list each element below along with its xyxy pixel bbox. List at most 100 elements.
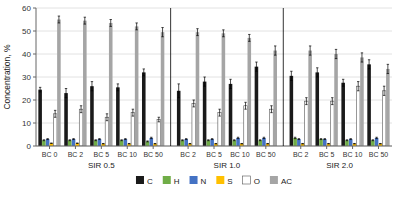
grid-line — [36, 54, 392, 55]
x-tick — [300, 146, 301, 149]
error-line — [384, 86, 385, 95]
bar — [293, 138, 297, 146]
bar — [345, 140, 349, 146]
bar — [229, 84, 233, 146]
error-cap — [54, 117, 56, 118]
legend-swatch — [190, 176, 198, 184]
error-line — [380, 143, 381, 144]
error-line — [99, 138, 100, 140]
bar — [38, 90, 42, 146]
error-bar — [143, 69, 145, 76]
error-cap — [50, 143, 52, 144]
error-line — [343, 79, 344, 86]
error-bar — [218, 109, 220, 116]
error-line — [260, 139, 261, 141]
error-bar — [298, 138, 300, 140]
error-bar — [43, 139, 45, 141]
error-cap — [185, 139, 187, 140]
error-cap — [207, 140, 209, 141]
bar — [367, 64, 371, 146]
error-bar — [387, 64, 389, 73]
error-bar — [379, 143, 381, 144]
bar — [273, 51, 277, 146]
error-bar — [181, 139, 183, 141]
bar — [109, 23, 113, 146]
error-line — [238, 137, 239, 138]
y-axis-line — [36, 8, 37, 146]
bars — [38, 16, 389, 146]
legend-swatch — [270, 176, 278, 184]
error-line — [317, 68, 318, 77]
error-bar — [80, 106, 82, 113]
grid-line — [36, 77, 392, 78]
error-cap — [263, 137, 265, 138]
error-bar — [237, 137, 239, 138]
error-bar — [244, 102, 246, 109]
y-axis: 0102030405060 — [22, 4, 392, 151]
error-cap — [58, 22, 60, 23]
bar — [142, 72, 146, 146]
x-tick-label: BC 2 — [68, 151, 84, 158]
error-bar — [309, 46, 311, 55]
bar — [290, 76, 294, 146]
error-cap — [43, 139, 45, 140]
grid-line — [36, 100, 392, 101]
error-cap — [248, 34, 250, 35]
error-line — [219, 109, 220, 116]
error-bar — [327, 143, 329, 144]
bar — [248, 38, 252, 146]
error-bar — [54, 110, 56, 117]
legend-swatch — [216, 176, 224, 184]
error-cap — [54, 110, 56, 111]
error-bar — [98, 138, 100, 140]
error-bar — [110, 20, 112, 27]
error-cap — [39, 91, 41, 92]
bar — [222, 33, 226, 146]
section-label: SIR 0.5 — [88, 161, 115, 170]
error-line — [310, 46, 311, 55]
y-tick-label: 20 — [22, 96, 31, 105]
error-line — [121, 139, 122, 141]
error-line — [110, 20, 111, 27]
error-line — [245, 102, 246, 109]
error-bar — [69, 139, 71, 141]
bar — [146, 141, 150, 146]
bar — [349, 139, 353, 146]
error-line — [91, 82, 92, 91]
bar — [94, 140, 98, 146]
error-cap — [270, 105, 272, 106]
error-cap — [237, 138, 239, 139]
error-line — [306, 98, 307, 105]
error-cap — [72, 138, 74, 139]
error-cap — [91, 81, 93, 82]
error-bar — [270, 106, 272, 113]
bar — [46, 139, 50, 146]
bar — [255, 67, 259, 146]
error-cap — [383, 86, 385, 87]
error-bar — [294, 137, 296, 138]
error-cap — [274, 55, 276, 56]
error-line — [77, 143, 78, 144]
error-cap — [143, 68, 145, 69]
error-cap — [335, 49, 337, 50]
bar — [150, 138, 154, 146]
error-line — [197, 29, 198, 36]
error-cap — [305, 104, 307, 105]
error-cap — [132, 116, 134, 117]
error-line — [162, 28, 163, 37]
bar — [196, 32, 200, 146]
error-cap — [320, 139, 322, 140]
error-bar — [233, 139, 235, 141]
error-cap — [193, 100, 195, 101]
error-cap — [298, 138, 300, 139]
error-line — [354, 143, 355, 144]
bar — [386, 69, 390, 146]
error-cap — [222, 29, 224, 30]
error-line — [361, 53, 362, 62]
x-tick — [153, 146, 154, 149]
error-cap — [143, 75, 145, 76]
error-cap — [154, 143, 156, 144]
bar — [192, 103, 196, 146]
legend-swatch — [163, 176, 171, 184]
error-cap — [294, 137, 296, 138]
